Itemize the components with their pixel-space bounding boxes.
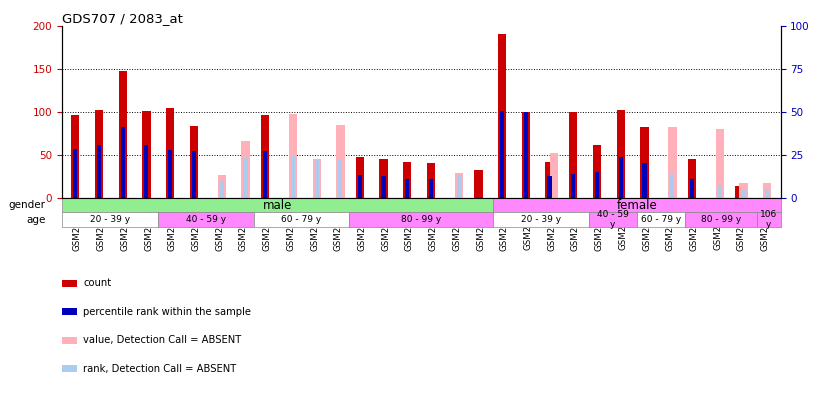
Bar [739, 183, 748, 198]
Bar [118, 71, 127, 198]
Bar [62, 198, 493, 212]
Bar [263, 151, 267, 198]
Bar [572, 174, 576, 198]
Bar [595, 172, 599, 198]
Text: female: female [616, 198, 657, 211]
Text: GDS707 / 2083_at: GDS707 / 2083_at [62, 12, 183, 25]
Bar [522, 112, 530, 198]
Bar [336, 125, 344, 198]
Bar [637, 212, 685, 227]
Text: 80 - 99 y: 80 - 99 y [401, 215, 441, 224]
Text: gender: gender [8, 200, 45, 210]
Text: male: male [263, 198, 292, 211]
Bar [671, 174, 675, 198]
Bar [718, 186, 722, 198]
Bar [589, 212, 637, 227]
Bar [643, 164, 647, 198]
Bar [142, 111, 150, 198]
Bar [166, 108, 174, 198]
Bar [429, 179, 433, 198]
Bar [640, 128, 648, 198]
Bar [261, 115, 269, 198]
Bar [742, 189, 746, 198]
Text: 20 - 39 y: 20 - 39 y [90, 215, 130, 224]
Bar [688, 159, 696, 198]
Bar [71, 115, 79, 198]
Bar [145, 145, 149, 198]
Bar [524, 112, 528, 198]
Text: count: count [83, 279, 112, 288]
Bar [619, 158, 623, 198]
Bar [455, 173, 463, 198]
Bar [616, 110, 624, 198]
Bar [406, 179, 410, 198]
Bar [548, 176, 552, 198]
Bar [168, 150, 172, 198]
Bar [493, 198, 781, 212]
Text: percentile rank within the sample: percentile rank within the sample [83, 307, 251, 317]
Bar [757, 212, 781, 227]
Bar [474, 171, 482, 198]
Bar [192, 151, 196, 198]
Bar [593, 145, 601, 198]
Bar [569, 112, 577, 198]
Bar [427, 164, 435, 198]
Bar [315, 160, 319, 198]
Bar [121, 128, 125, 198]
Bar [97, 145, 101, 198]
Text: value, Detection Call = ABSENT: value, Detection Call = ABSENT [83, 335, 242, 345]
Bar [715, 129, 724, 198]
Bar [685, 212, 757, 227]
Bar [220, 181, 224, 198]
Bar [62, 212, 158, 227]
Bar [218, 175, 226, 198]
Bar [545, 162, 553, 198]
Text: 80 - 99 y: 80 - 99 y [700, 215, 741, 224]
Bar [379, 159, 387, 198]
Bar [158, 212, 254, 227]
Bar [493, 212, 589, 227]
Bar [241, 141, 249, 198]
Text: 106
y: 106 y [760, 210, 777, 229]
Bar [358, 175, 362, 198]
Bar [190, 126, 198, 198]
Bar [500, 111, 504, 198]
Bar [95, 110, 103, 198]
Bar [244, 158, 248, 198]
Bar [74, 149, 78, 198]
Bar [312, 159, 320, 198]
Bar [254, 212, 349, 227]
Bar [498, 34, 506, 198]
Bar [289, 114, 297, 198]
Text: age: age [26, 215, 45, 224]
Bar [457, 175, 461, 198]
Text: 40 - 59 y: 40 - 59 y [186, 215, 225, 224]
Bar [356, 158, 364, 198]
Bar [382, 176, 386, 198]
Bar [690, 179, 694, 198]
Bar [668, 128, 676, 198]
Bar [765, 189, 769, 198]
Bar [349, 212, 493, 227]
Bar [403, 162, 411, 198]
Bar [339, 160, 343, 198]
Text: 60 - 79 y: 60 - 79 y [641, 215, 681, 224]
Text: 40 - 59
y: 40 - 59 y [597, 210, 629, 229]
Bar [763, 183, 771, 198]
Bar [291, 155, 295, 198]
Text: 20 - 39 y: 20 - 39 y [521, 215, 561, 224]
Text: 60 - 79 y: 60 - 79 y [282, 215, 321, 224]
Bar [735, 186, 743, 198]
Text: rank, Detection Call = ABSENT: rank, Detection Call = ABSENT [83, 364, 237, 373]
Bar [549, 153, 558, 198]
